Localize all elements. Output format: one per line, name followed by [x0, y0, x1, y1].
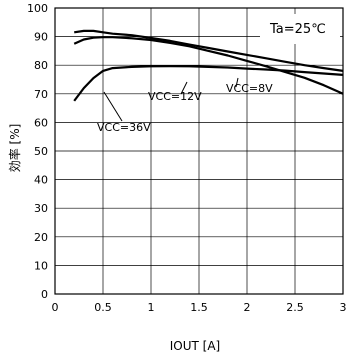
series-line-vcc-36v [73, 64, 344, 102]
y-tick-label: 10 [34, 259, 48, 272]
y-tick-label: 90 [34, 31, 48, 44]
label-leader-vcc12 [180, 81, 188, 95]
x-tick-label: 2.5 [286, 301, 304, 314]
annotation-box: Ta=25℃ [260, 14, 340, 44]
grid [55, 8, 343, 294]
x-tick-label: 1 [148, 301, 155, 314]
y-tick-label: 50 [34, 145, 48, 158]
y-tick-label: 80 [34, 59, 48, 72]
y-axis-label: 効率 [%] [7, 124, 22, 173]
x-tick-label: 3 [340, 301, 347, 314]
x-tick-label: 1.5 [190, 301, 208, 314]
x-tick-label: 2 [244, 301, 251, 314]
plot-frame [54, 7, 344, 295]
label-vcc8: VCC=8V [226, 82, 273, 95]
series-line-vcc-8v [74, 29, 344, 72]
y-tick-label: 30 [34, 202, 48, 215]
series-labels: VCC=8V VCC=12V VCC=36V [97, 77, 273, 134]
y-tick-label: 20 [34, 231, 48, 244]
x-tick-label: 0.5 [94, 301, 112, 314]
tick-labels: 0 10 20 30 40 50 60 70 80 90 100 0 0.5 1 1.5 2 2.5 3 [27, 2, 347, 314]
y-tick-label: 100 [27, 2, 48, 15]
y-tick-label: 60 [34, 116, 48, 129]
x-axis-label: IOUT [A] [170, 339, 220, 353]
label-leader-vcc8 [235, 77, 239, 88]
x-tick-label: 0 [52, 301, 59, 314]
label-vcc12: VCC=12V [148, 90, 202, 103]
y-tick-label: 0 [41, 288, 48, 301]
label-leader-vcc36 [103, 91, 123, 122]
annotation-background [260, 14, 340, 44]
series-group [73, 29, 344, 102]
annotation-text: Ta=25℃ [269, 22, 326, 37]
series-line-vcc-12v [73, 36, 344, 95]
y-tick-label: 70 [34, 88, 48, 101]
label-vcc36: VCC=36V [97, 121, 151, 134]
y-tick-label: 40 [34, 174, 48, 187]
